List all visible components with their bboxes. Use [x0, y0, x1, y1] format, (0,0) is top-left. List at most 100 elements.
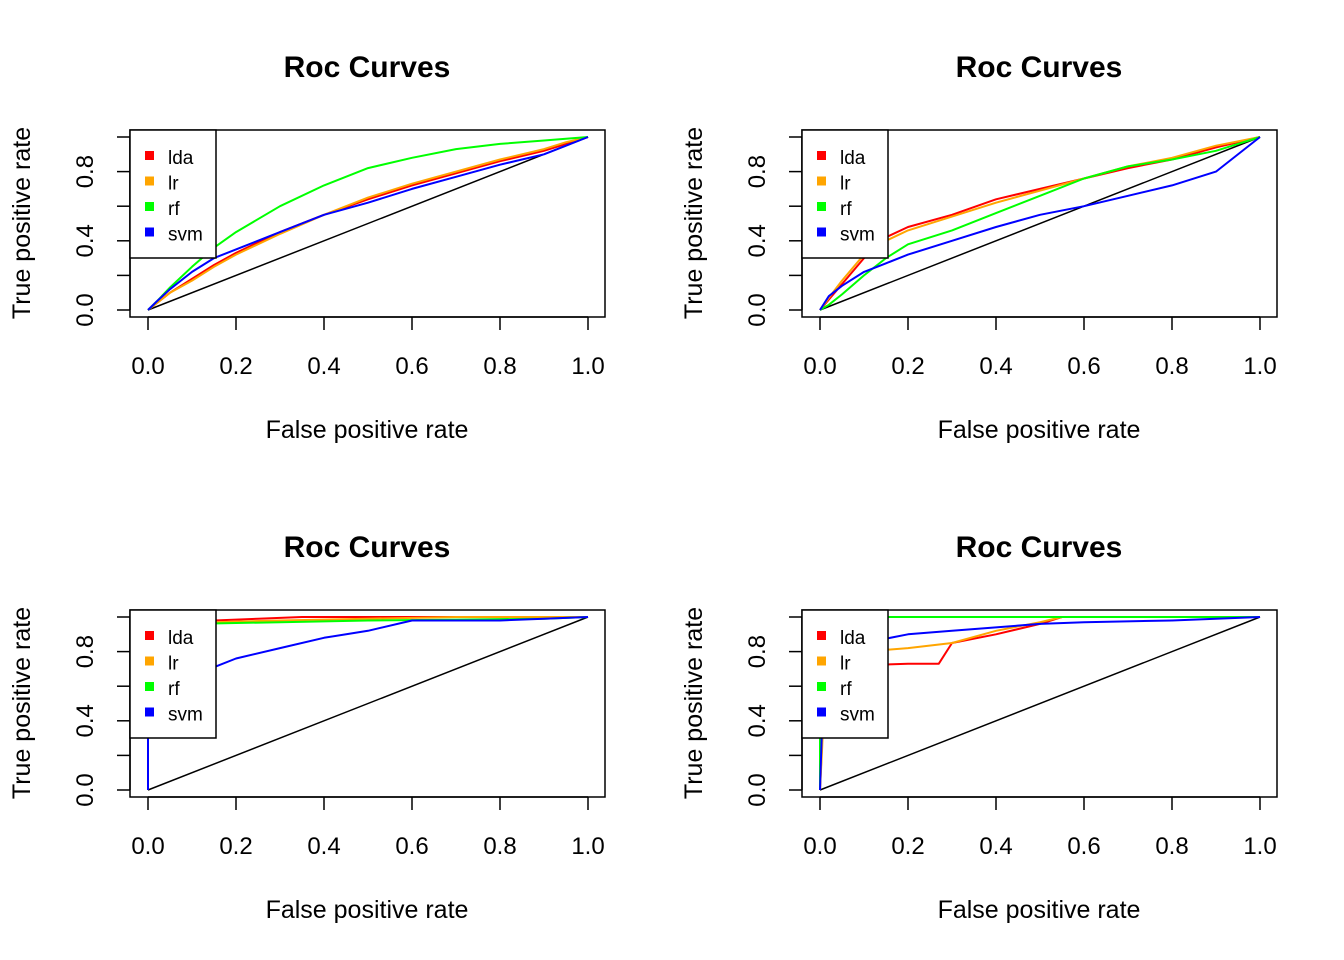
legend-box — [129, 609, 217, 739]
legend-box — [801, 129, 889, 259]
legend-label-rf: rf — [168, 199, 180, 220]
y-tick-label: 0.4 — [72, 704, 99, 737]
y-tick-label: 0.4 — [744, 704, 771, 737]
legend-label-lda: lda — [840, 628, 866, 649]
legend-label-lda: lda — [168, 628, 194, 649]
roc-panel-4: Roc Curves False positive rate True positi… — [680, 531, 1278, 924]
x-axis-label: False positive rate — [266, 896, 469, 924]
roc-curve-rf — [819, 136, 1261, 311]
roc-panel-1: Roc Curves False positive rate True positi… — [8, 51, 606, 444]
diagonal-reference-line — [819, 136, 1261, 311]
legend-swatch-lda — [817, 151, 826, 160]
x-tick-label: 0.4 — [979, 353, 1012, 380]
legend-label-svm: svm — [168, 225, 203, 246]
x-tick-label: 0.0 — [131, 833, 164, 860]
x-tick-label: 0.2 — [891, 833, 924, 860]
legend-label-rf: rf — [840, 199, 852, 220]
legend-label-rf: rf — [168, 679, 180, 700]
roc-curve-rf — [147, 136, 589, 311]
x-tick-label: 0.6 — [1067, 353, 1100, 380]
roc-curve-lr — [819, 136, 1261, 311]
diagonal-reference-line — [819, 616, 1261, 791]
legend-swatch-svm — [145, 707, 154, 717]
diagonal-reference-line — [147, 136, 589, 311]
legend-label-lr: lr — [168, 654, 179, 675]
legend-swatch-lr — [817, 176, 826, 186]
y-axis-label: True positive rate — [8, 127, 36, 319]
legend: lda lr rf svm — [801, 609, 889, 739]
legend-swatch-rf — [145, 202, 154, 211]
panel-title: Roc Curves — [284, 531, 451, 564]
x-tick-label: 0.8 — [483, 833, 516, 860]
y-tick-label: 0.8 — [744, 635, 771, 668]
legend-label-svm: svm — [168, 705, 203, 726]
x-tick-label: 0.8 — [1155, 833, 1188, 860]
x-tick-label: 0.4 — [307, 833, 340, 860]
roc-panel-2: Roc Curves False positive rate True positi… — [680, 51, 1278, 444]
x-tick-label: 0.0 — [803, 833, 836, 860]
y-tick-label: 0.8 — [744, 155, 771, 188]
legend-label-lda: lda — [168, 148, 194, 169]
legend-swatch-rf — [145, 682, 154, 691]
legend-swatch-rf — [817, 682, 826, 691]
x-axis-label: False positive rate — [266, 416, 469, 444]
roc-curve-svm — [147, 136, 589, 311]
x-tick-label: 1.0 — [1243, 353, 1276, 380]
x-tick-label: 0.0 — [803, 353, 836, 380]
legend-swatch-lr — [145, 176, 154, 186]
x-tick-label: 0.2 — [891, 353, 924, 380]
x-tick-label: 0.2 — [219, 833, 252, 860]
x-tick-label: 0.4 — [307, 353, 340, 380]
legend-label-lr: lr — [168, 174, 179, 195]
legend-swatch-svm — [817, 707, 826, 717]
legend-label-rf: rf — [840, 679, 852, 700]
x-tick-label: 0.8 — [483, 353, 516, 380]
legend-label-lda: lda — [840, 148, 866, 169]
x-tick-label: 0.4 — [979, 833, 1012, 860]
y-tick-label: 0.0 — [72, 773, 99, 806]
legend-swatch-lda — [145, 151, 154, 160]
y-tick-label: 0.8 — [72, 635, 99, 668]
x-tick-label: 1.0 — [571, 353, 604, 380]
panel-title: Roc Curves — [284, 51, 451, 84]
legend-box — [801, 609, 889, 739]
y-tick-label: 0.0 — [744, 293, 771, 326]
diagonal-reference-line — [147, 616, 589, 791]
legend-swatch-svm — [817, 227, 826, 237]
legend-swatch-lda — [145, 631, 154, 640]
y-tick-label: 0.4 — [744, 224, 771, 257]
x-tick-label: 0.8 — [1155, 353, 1188, 380]
x-tick-label: 0.2 — [219, 353, 252, 380]
x-tick-label: 0.6 — [395, 833, 428, 860]
y-tick-label: 0.0 — [744, 773, 771, 806]
roc-panel-3: Roc Curves False positive rate True positi… — [8, 531, 606, 924]
legend-swatch-rf — [817, 202, 826, 211]
legend-label-lr: lr — [840, 174, 851, 195]
y-axis-label: True positive rate — [680, 127, 708, 319]
y-axis-label: True positive rate — [8, 607, 36, 799]
legend: lda lr rf svm — [801, 129, 889, 259]
y-axis-label: True positive rate — [680, 607, 708, 799]
x-axis-label: False positive rate — [938, 896, 1141, 924]
legend-label-svm: svm — [840, 225, 875, 246]
roc-curve-svm — [819, 136, 1261, 311]
x-axis-label: False positive rate — [938, 416, 1141, 444]
x-tick-label: 0.6 — [1067, 833, 1100, 860]
x-tick-label: 1.0 — [1243, 833, 1276, 860]
panel-title: Roc Curves — [956, 51, 1123, 84]
legend: lda lr rf svm — [129, 129, 217, 259]
legend-label-svm: svm — [840, 705, 875, 726]
x-tick-label: 0.0 — [131, 353, 164, 380]
y-tick-label: 0.4 — [72, 224, 99, 257]
legend-swatch-lda — [817, 631, 826, 640]
legend-swatch-svm — [145, 227, 154, 237]
legend-box — [129, 129, 217, 259]
x-tick-label: 1.0 — [571, 833, 604, 860]
legend-swatch-lr — [145, 656, 154, 666]
y-tick-label: 0.8 — [72, 155, 99, 188]
legend-swatch-lr — [817, 656, 826, 666]
x-tick-label: 0.6 — [395, 353, 428, 380]
panel-title: Roc Curves — [956, 531, 1123, 564]
